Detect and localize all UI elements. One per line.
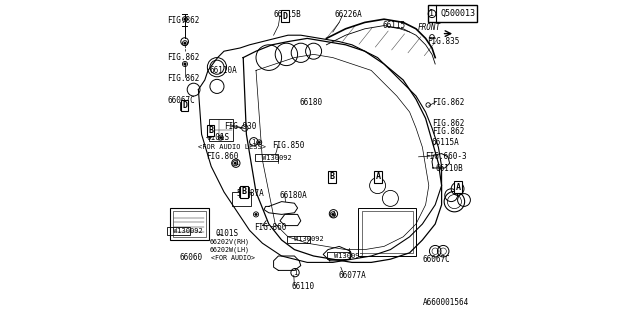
Circle shape	[220, 136, 222, 139]
Text: FIG.930: FIG.930	[224, 122, 257, 131]
Text: 66060: 66060	[179, 253, 202, 262]
Bar	[327, 252, 350, 259]
Text: 0101S: 0101S	[206, 133, 230, 142]
Text: 0101S: 0101S	[216, 229, 239, 238]
Text: 66180: 66180	[300, 98, 323, 107]
Text: 66067C: 66067C	[167, 96, 195, 105]
Text: A: A	[456, 183, 461, 192]
Text: B: B	[330, 172, 334, 181]
Text: <FOR AUDIO LESS>: <FOR AUDIO LESS>	[198, 144, 266, 150]
Circle shape	[258, 141, 260, 144]
Text: FIG.862: FIG.862	[167, 53, 200, 62]
Text: W130092: W130092	[173, 228, 203, 234]
Text: Q500013: Q500013	[440, 9, 475, 18]
Text: 66115B: 66115B	[274, 10, 301, 19]
Bar	[209, 119, 233, 141]
Text: A660001564: A660001564	[422, 298, 468, 307]
Text: 1: 1	[252, 139, 256, 145]
Circle shape	[255, 213, 257, 216]
Bar	[232, 192, 252, 206]
Text: 66110: 66110	[291, 282, 314, 291]
Text: B: B	[241, 188, 246, 196]
Bar	[239, 187, 249, 197]
Text: FIG.835: FIG.835	[428, 37, 460, 46]
Text: 66115: 66115	[383, 21, 406, 30]
Text: FIG.660-3: FIG.660-3	[426, 152, 467, 161]
Text: FIG.860: FIG.860	[206, 152, 239, 161]
Text: 57787A: 57787A	[237, 189, 264, 198]
Circle shape	[332, 213, 334, 216]
Circle shape	[184, 63, 186, 65]
Bar	[167, 227, 190, 235]
Text: 66067C: 66067C	[422, 255, 450, 264]
Text: W130092: W130092	[262, 156, 291, 161]
Circle shape	[234, 162, 237, 164]
Text: A: A	[376, 172, 381, 181]
Bar	[428, 5, 477, 22]
Bar	[374, 174, 382, 182]
Text: FIG.862: FIG.862	[432, 98, 465, 107]
Circle shape	[184, 18, 186, 20]
Bar	[454, 183, 462, 191]
Bar	[358, 208, 416, 256]
Text: 66226A: 66226A	[334, 10, 362, 19]
Text: W130092: W130092	[294, 236, 323, 242]
Text: 1: 1	[234, 160, 238, 166]
Bar	[362, 211, 413, 253]
Circle shape	[184, 42, 186, 44]
Bar	[287, 236, 310, 243]
Text: 66202W(LH): 66202W(LH)	[210, 246, 250, 253]
Bar	[328, 174, 336, 182]
Bar	[170, 208, 209, 240]
Text: 66110A: 66110A	[210, 66, 237, 75]
Text: FIG.862: FIG.862	[432, 127, 465, 136]
Text: FIG.860: FIG.860	[254, 223, 287, 232]
Text: 66202V(RH): 66202V(RH)	[210, 238, 250, 245]
Text: D: D	[282, 12, 287, 20]
Text: 66077A: 66077A	[339, 271, 366, 280]
Text: 66110B: 66110B	[435, 164, 463, 172]
Text: FIG.862: FIG.862	[167, 16, 200, 25]
Bar	[255, 154, 278, 161]
Text: 1: 1	[429, 9, 435, 18]
Text: <FOR AUDIO>: <FOR AUDIO>	[211, 255, 255, 260]
Text: 1: 1	[293, 270, 297, 276]
Bar	[173, 211, 206, 237]
Text: FIG.850: FIG.850	[272, 141, 305, 150]
Bar	[180, 102, 188, 110]
Text: FIG.862: FIG.862	[432, 119, 465, 128]
Text: 1: 1	[332, 211, 335, 217]
Text: FIG.862: FIG.862	[167, 74, 200, 83]
Text: B: B	[208, 126, 213, 135]
Text: W130092: W130092	[334, 253, 364, 259]
Text: 66180A: 66180A	[280, 191, 308, 200]
Text: D: D	[182, 101, 187, 110]
Text: FRONT: FRONT	[418, 23, 441, 32]
Text: 66115A: 66115A	[432, 138, 460, 147]
